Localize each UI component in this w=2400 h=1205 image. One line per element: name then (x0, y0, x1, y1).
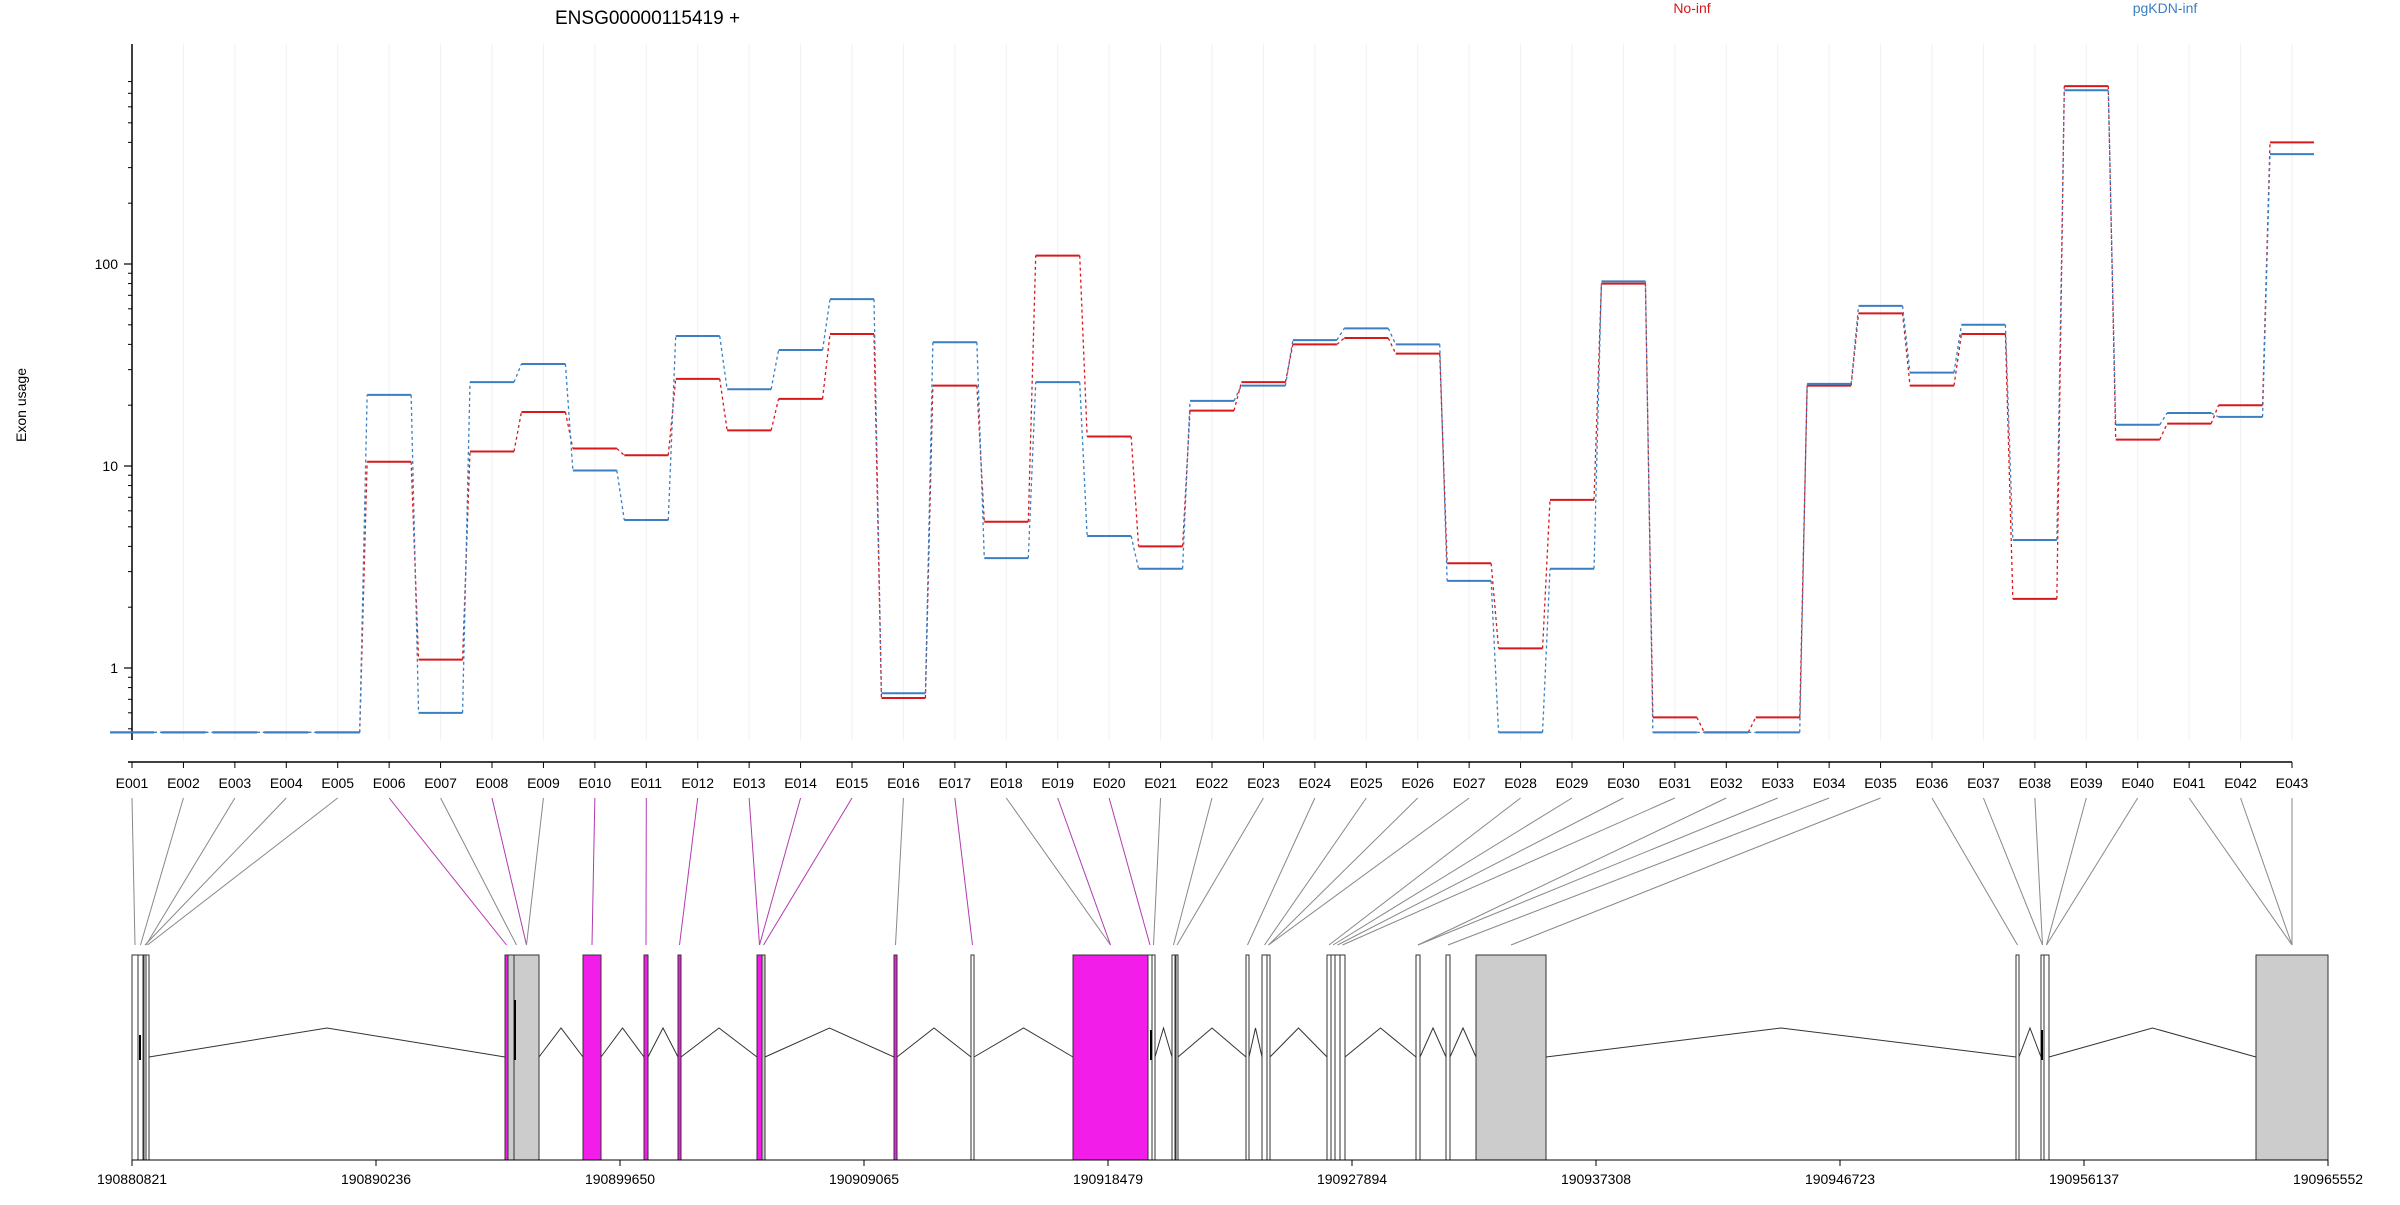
exon-box-31 (2016, 955, 2019, 1160)
exon-box-30 (1476, 955, 1546, 1160)
coordinate-label-190956137: 190956137 (2049, 1171, 2119, 1187)
x-tick-label-E027: E027 (1453, 775, 1486, 791)
x-tick-label-E010: E010 (579, 775, 612, 791)
x-tick-label-E036: E036 (1916, 775, 1949, 791)
y-axis-label: Exon usage (13, 368, 29, 442)
exon-box-9 (583, 955, 601, 1160)
x-tick-label-E043: E043 (2276, 775, 2309, 791)
x-tick-label-E040: E040 (2121, 775, 2154, 791)
x-tick-label-E013: E013 (733, 775, 766, 791)
x-tick-label-E033: E033 (1761, 775, 1794, 791)
exon-box-11 (678, 955, 681, 1160)
exon-box-22 (1262, 955, 1267, 1160)
x-tick-label-E019: E019 (1041, 775, 1074, 791)
x-tick-label-E008: E008 (476, 775, 509, 791)
x-tick-label-E031: E031 (1659, 775, 1692, 791)
exon-box-16 (1073, 955, 1148, 1160)
exon-box-24 (1327, 955, 1331, 1160)
exon-box-26 (1335, 955, 1340, 1160)
x-tick-label-E003: E003 (219, 775, 252, 791)
exon-box-18 (1152, 955, 1155, 1160)
exon-box-21 (1246, 955, 1249, 1160)
exon-box-14 (894, 955, 897, 1160)
x-tick-label-E015: E015 (836, 775, 869, 791)
exon-box-33 (2044, 955, 2049, 1160)
y-tick-label-100: 100 (95, 256, 119, 272)
exon-box-4 (146, 955, 149, 1160)
x-tick-label-E030: E030 (1607, 775, 1640, 791)
x-tick-label-E012: E012 (681, 775, 714, 791)
x-tick-label-E038: E038 (2019, 775, 2052, 791)
x-tick-label-E034: E034 (1813, 775, 1846, 791)
coordinate-label-190965552: 190965552 (2293, 1171, 2363, 1187)
x-tick-label-E005: E005 (321, 775, 354, 791)
x-tick-label-E029: E029 (1556, 775, 1589, 791)
coordinate-label-190918479: 190918479 (1073, 1171, 1143, 1187)
exon-box-23 (1267, 955, 1270, 1160)
exon-box-25 (1331, 955, 1335, 1160)
coordinate-label-190946723: 190946723 (1805, 1171, 1875, 1187)
x-tick-label-E035: E035 (1864, 775, 1897, 791)
exon-box-12 (757, 955, 762, 1160)
x-tick-label-E020: E020 (1093, 775, 1126, 791)
exon-box-28 (1416, 955, 1420, 1160)
exon-box-20 (1176, 955, 1178, 1160)
x-tick-label-E026: E026 (1401, 775, 1434, 791)
x-tick-label-E007: E007 (424, 775, 457, 791)
x-tick-label-E037: E037 (1967, 775, 2000, 791)
x-tick-label-E023: E023 (1247, 775, 1280, 791)
x-tick-label-E041: E041 (2173, 775, 2206, 791)
x-tick-label-E018: E018 (990, 775, 1023, 791)
x-tick-label-E032: E032 (1710, 775, 1743, 791)
exon-box-6 (508, 955, 514, 1160)
exon-box-27 (1340, 955, 1345, 1160)
y-tick-label-1: 1 (110, 660, 118, 676)
x-tick-label-E011: E011 (630, 775, 662, 791)
x-tick-label-E017: E017 (939, 775, 972, 791)
coordinate-label-190899650: 190899650 (585, 1171, 655, 1187)
exon-box-10 (644, 955, 648, 1160)
exon-box-19 (1172, 955, 1175, 1160)
exon-box-34 (2256, 955, 2328, 1160)
coordinate-label-190890236: 190890236 (341, 1171, 411, 1187)
x-tick-label-E028: E028 (1504, 775, 1537, 791)
x-tick-label-E021: E021 (1144, 775, 1177, 791)
coordinate-label-190927894: 190927894 (1317, 1171, 1387, 1187)
x-tick-label-E004: E004 (270, 775, 303, 791)
exon-box-0 (132, 955, 138, 1160)
coordinate-label-190937308: 190937308 (1561, 1171, 1631, 1187)
x-tick-label-E014: E014 (784, 775, 817, 791)
x-tick-label-E009: E009 (527, 775, 560, 791)
x-tick-label-E039: E039 (2070, 775, 2103, 791)
coordinate-label-190880821: 190880821 (97, 1171, 167, 1187)
x-tick-label-E001: E001 (116, 775, 149, 791)
x-tick-label-E025: E025 (1350, 775, 1383, 791)
exon-box-8 (514, 955, 539, 1160)
chart-title: ENSG00000115419 + (555, 8, 740, 29)
legend-label-no-inf: No-inf (1673, 0, 1710, 16)
x-tick-label-E006: E006 (373, 775, 406, 791)
exon-box-29 (1446, 955, 1450, 1160)
coordinate-label-190909065: 190909065 (829, 1171, 899, 1187)
exon-box-15 (971, 955, 974, 1160)
x-tick-label-E016: E016 (887, 775, 920, 791)
legend-label-pgkdn-inf: pgKDN-inf (2133, 0, 2198, 16)
y-tick-label-10: 10 (102, 458, 118, 474)
x-tick-label-E022: E022 (1196, 775, 1229, 791)
x-tick-label-E002: E002 (167, 775, 200, 791)
x-tick-label-E024: E024 (1299, 775, 1332, 791)
x-tick-label-E042: E042 (2224, 775, 2257, 791)
exon-box-13 (762, 955, 765, 1160)
